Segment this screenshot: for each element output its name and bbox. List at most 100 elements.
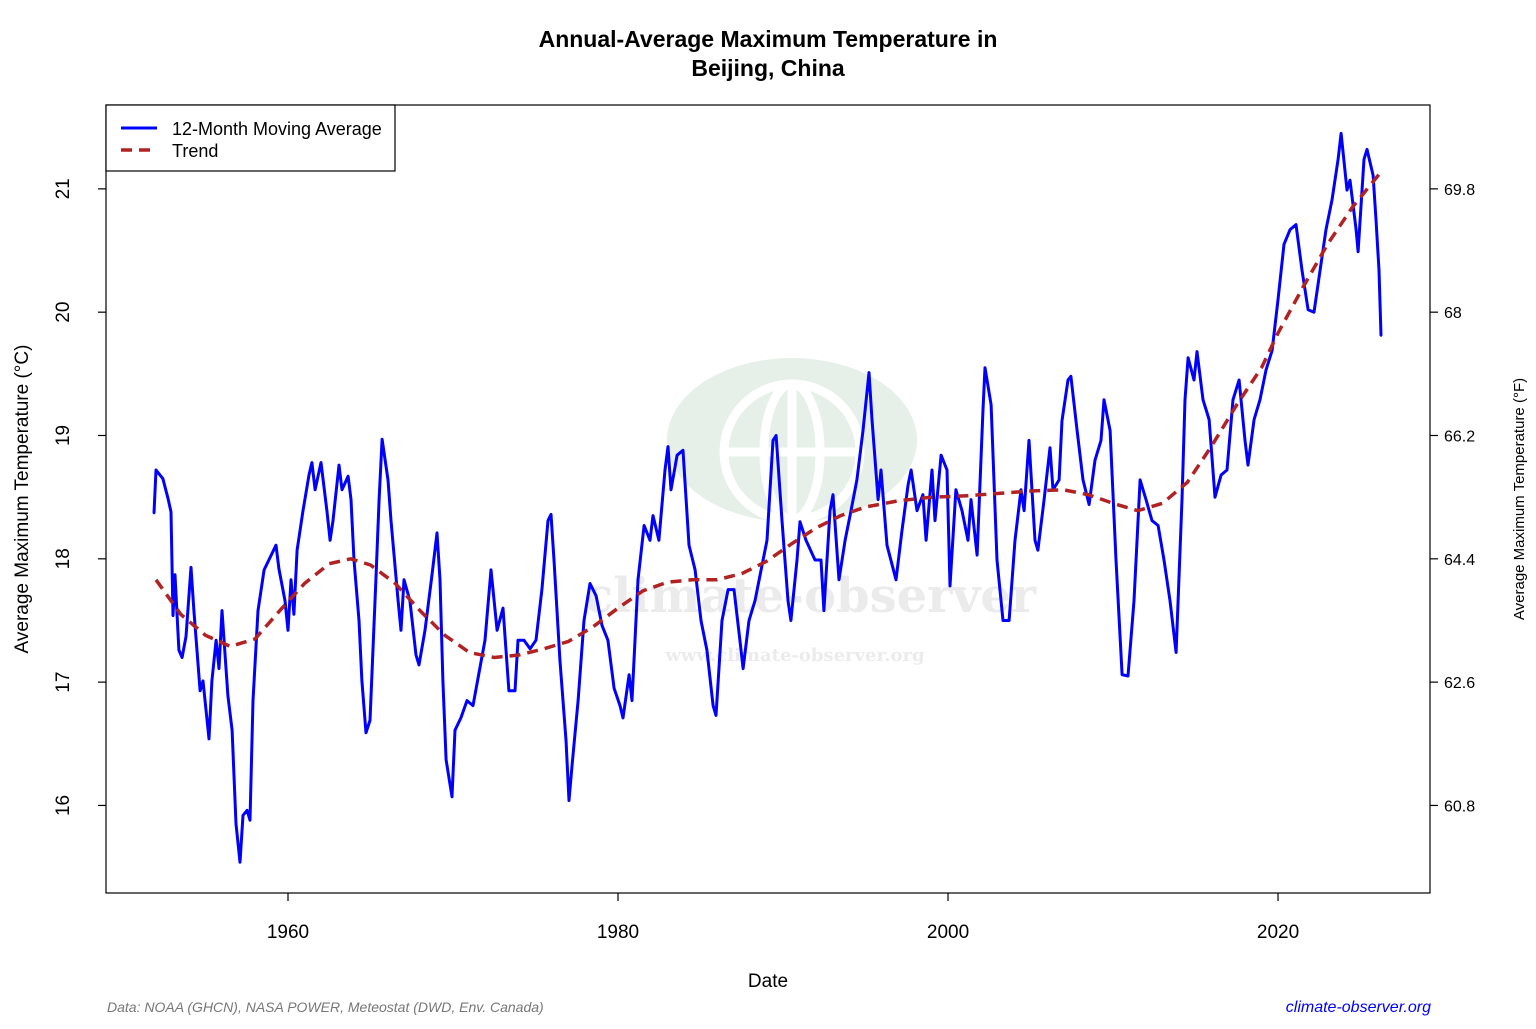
moving-average-point: [960, 509, 964, 512]
moving-average-point: [441, 679, 445, 683]
moving-average-point: [169, 510, 173, 514]
moving-average-point: [307, 473, 311, 477]
moving-average-point: [201, 679, 205, 683]
chart-title-line2: Beijing, China: [691, 55, 845, 81]
moving-average-point: [198, 689, 202, 692]
moving-average-point: [1168, 599, 1172, 602]
moving-average-point: [879, 468, 883, 472]
moving-average-point: [669, 488, 673, 491]
moving-average-point: [1258, 398, 1262, 401]
moving-average-point: [1027, 439, 1031, 442]
moving-average-point: [386, 478, 390, 482]
moving-average-point: [627, 673, 631, 676]
moving-average-point: [262, 568, 266, 572]
moving-average-point: [939, 454, 943, 457]
moving-average-point: [501, 606, 505, 610]
moving-average-point: [540, 588, 544, 591]
moving-average-point: [1174, 651, 1178, 654]
moving-average-point: [1354, 228, 1358, 231]
moving-average-point: [765, 539, 769, 542]
y-tick-label: 20: [53, 302, 74, 323]
moving-average-point: [513, 689, 517, 692]
moving-average-point: [567, 799, 571, 802]
moving-average-point: [325, 509, 329, 512]
moving-average-point: [360, 679, 364, 683]
moving-average-point: [337, 463, 341, 467]
moving-average-point: [1213, 495, 1217, 499]
moving-average-point: [1156, 524, 1160, 527]
moving-average-point: [177, 648, 181, 652]
moving-average-point: [295, 548, 299, 552]
moving-average-point: [331, 519, 335, 522]
moving-average-point: [687, 544, 691, 547]
moving-average-point: [924, 539, 928, 542]
moving-average-point: [1114, 558, 1118, 562]
plot-frame: [105, 104, 1431, 894]
y-axis-label: Average Maximum Temperature (°C): [12, 345, 33, 654]
moving-average-point: [726, 588, 730, 591]
moving-average-point: [1356, 250, 1360, 253]
moving-average-point: [663, 468, 667, 472]
moving-average-point: [606, 638, 610, 642]
moving-average-point: [251, 699, 255, 702]
moving-average-point: [1132, 599, 1136, 602]
y-tick-label: 18: [53, 548, 74, 569]
moving-average-point: [1362, 158, 1366, 161]
moving-average-point: [861, 429, 865, 432]
moving-average-point: [933, 519, 937, 522]
y-tick-label-right: 60.8: [1444, 798, 1475, 815]
moving-average-point: [377, 498, 381, 501]
moving-average-point: [789, 619, 793, 622]
moving-average-point: [1180, 498, 1184, 501]
moving-average-point: [1057, 478, 1061, 482]
moving-average-point: [256, 609, 260, 612]
moving-average-point: [1195, 350, 1199, 353]
moving-average-point: [1186, 356, 1190, 360]
moving-average-point: [771, 439, 775, 442]
moving-average-point: [1243, 439, 1247, 442]
moving-average-point: [819, 558, 823, 562]
moving-average-point: [759, 568, 763, 572]
moving-average-point: [795, 558, 799, 562]
moving-average-point: [161, 477, 165, 480]
moving-average-point: [328, 539, 332, 542]
y-tick-label-right: 62.6: [1444, 675, 1475, 692]
moving-average-point: [1237, 378, 1241, 382]
moving-average-point: [1126, 674, 1130, 678]
moving-average-point: [711, 704, 715, 707]
moving-average-point: [226, 694, 230, 697]
moving-average-point: [1060, 419, 1064, 422]
y-tick-label-right: 66.2: [1444, 428, 1475, 445]
moving-average-point: [705, 648, 709, 652]
moving-average-point: [906, 483, 910, 487]
moving-average-point: [576, 699, 580, 702]
moving-average-point: [402, 578, 406, 581]
moving-average-point: [423, 629, 427, 632]
moving-average-point: [471, 704, 475, 707]
y-tick-label-right: 69.8: [1444, 182, 1475, 199]
moving-average-point: [1306, 308, 1310, 311]
moving-average-point: [651, 514, 655, 517]
moving-average-point: [277, 567, 281, 570]
y-tick-label: 16: [53, 795, 74, 816]
x-axis-label: Date: [748, 971, 788, 992]
moving-average-point: [954, 488, 958, 491]
moving-average-point: [1294, 223, 1298, 226]
moving-average-point: [1099, 439, 1103, 442]
moving-average-point: [340, 488, 344, 491]
footer-site-link[interactable]: climate-observer.org: [1286, 999, 1431, 1016]
moving-average-point: [1192, 378, 1196, 382]
moving-average-point: [1377, 269, 1381, 272]
moving-average-point: [741, 667, 745, 670]
moving-average-point: [268, 556, 272, 559]
moving-average-point: [1339, 132, 1343, 135]
moving-average-point: [618, 704, 622, 707]
moving-average-point: [564, 738, 568, 742]
moving-average-point: [798, 520, 802, 524]
y-tick-label-right: 64.4: [1444, 552, 1475, 569]
moving-average-point: [154, 468, 158, 472]
moving-average-point: [173, 573, 177, 577]
legend: 12-Month Moving Average Trend: [105, 104, 396, 172]
moving-average-point: [1318, 269, 1322, 272]
moving-average-point: [234, 822, 238, 826]
